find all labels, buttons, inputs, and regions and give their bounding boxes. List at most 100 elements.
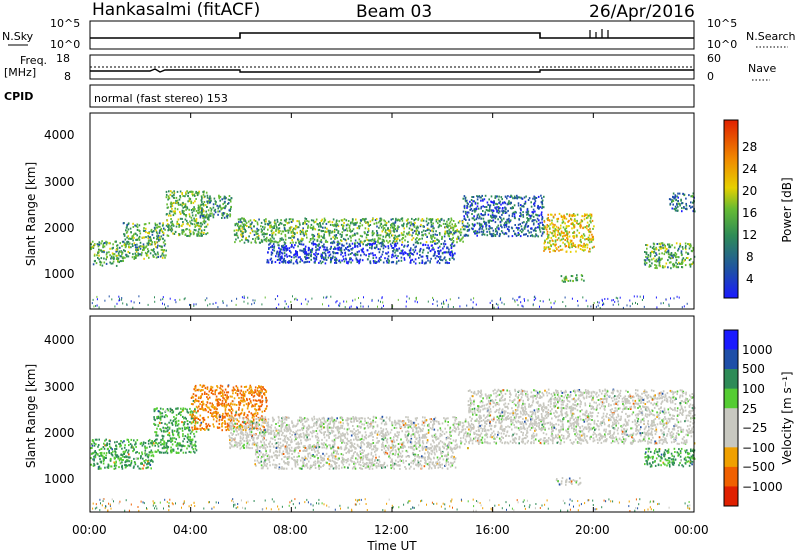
velocity-pixel	[117, 457, 119, 460]
power-pixel	[655, 253, 658, 256]
power-pixel	[398, 247, 401, 250]
power-pixel	[132, 239, 134, 242]
power-pixel	[135, 248, 137, 251]
velocity-pixel	[100, 467, 102, 470]
velocity-pixel	[258, 405, 261, 408]
power-pixel	[159, 255, 162, 258]
power-pixel	[117, 260, 119, 263]
power-pixel	[323, 233, 325, 236]
power-pixel	[179, 195, 181, 197]
velocity-pixel	[259, 401, 262, 404]
power-pixel	[524, 233, 526, 236]
power-pixel	[301, 259, 304, 262]
power-clutter-pixel	[382, 301, 384, 304]
velocity-pixel	[256, 399, 258, 402]
power-pixel	[405, 219, 408, 222]
power-pixel	[201, 201, 203, 203]
velocity-pixel	[254, 391, 257, 394]
power-pixel	[126, 230, 129, 233]
power-pixel	[520, 213, 522, 216]
velocity-pixel	[217, 411, 219, 414]
power-pixel	[424, 230, 427, 232]
power-pixel	[284, 233, 287, 236]
power-pixel	[299, 223, 301, 226]
power-pixel	[121, 240, 124, 243]
power-pixel	[436, 242, 439, 245]
power-pixel	[317, 252, 320, 255]
power-pixel	[342, 255, 344, 258]
power-pixel	[202, 216, 205, 219]
power-pixel	[166, 213, 168, 215]
velocity-pixel	[239, 412, 242, 415]
power-pixel	[177, 218, 180, 221]
velocity-pixel	[156, 427, 158, 430]
power-pixel	[299, 256, 301, 259]
velocity-pixel	[263, 429, 265, 432]
velocity-pixel	[214, 406, 216, 409]
power-pixel	[196, 194, 199, 197]
power-pixel	[339, 249, 342, 252]
power-pixel	[254, 220, 257, 222]
power-clutter-pixel	[121, 298, 123, 301]
freq-tick-top: 18	[56, 52, 70, 65]
power-pixel	[496, 233, 498, 236]
power-pixel	[395, 257, 398, 259]
power-pixel	[403, 257, 406, 260]
power-clutter-pixel	[660, 302, 662, 305]
power-pixel	[438, 250, 441, 253]
power-pixel	[521, 231, 523, 234]
power-pixel	[172, 223, 174, 226]
power-pixel	[544, 241, 546, 244]
power-pixel	[592, 227, 594, 230]
power-pixel	[475, 209, 477, 212]
power-pixel	[547, 213, 549, 216]
power-pixel	[388, 259, 390, 262]
power-pixel	[101, 240, 103, 243]
velocity-pixel	[208, 396, 211, 399]
power-pixel	[441, 236, 443, 239]
power-clutter-pixel	[193, 304, 195, 307]
power-clutter-pixel	[243, 297, 245, 299]
power-pixel	[284, 238, 287, 241]
power-pixel	[320, 230, 323, 233]
power-pixel	[406, 232, 408, 235]
power-pixel	[299, 260, 301, 263]
power-pixel	[414, 249, 417, 252]
velocity-pixel	[109, 445, 111, 448]
power-pixel	[426, 227, 429, 230]
power-clutter-pixel	[381, 306, 383, 309]
power-pixel	[158, 236, 161, 239]
power-pixel	[515, 226, 518, 229]
power-pixel	[335, 235, 337, 238]
power-pixel	[121, 253, 123, 256]
power-pixel	[177, 202, 180, 204]
power-pixel	[574, 246, 577, 248]
power-pixel	[334, 256, 336, 259]
power-clutter-pixel	[295, 297, 297, 300]
power-pixel	[649, 253, 652, 256]
power-pixel	[151, 230, 153, 233]
power-pixel	[549, 250, 551, 253]
power-pixel	[677, 266, 680, 269]
power-pixel	[472, 196, 475, 198]
power-pixel	[492, 216, 495, 219]
power-pixel	[419, 248, 421, 251]
power-pixel	[341, 219, 344, 222]
power-pixel	[359, 225, 361, 228]
power-pixel	[205, 191, 208, 194]
power-pixel	[149, 237, 152, 240]
velocity-pixel	[194, 389, 197, 392]
power-pixel	[672, 262, 675, 265]
power-pixel	[582, 233, 585, 236]
power-pixel	[157, 234, 160, 237]
power-pixel	[585, 217, 588, 220]
velocity-pixel	[195, 430, 198, 433]
power-pixel	[511, 207, 513, 210]
power-pixel	[106, 255, 108, 258]
power-pixel	[448, 262, 450, 264]
power-pixel	[646, 257, 648, 260]
power-pixel	[513, 215, 516, 218]
velocity-pixel	[128, 440, 130, 443]
power-pixel	[546, 224, 549, 226]
power-pixel	[658, 261, 661, 264]
